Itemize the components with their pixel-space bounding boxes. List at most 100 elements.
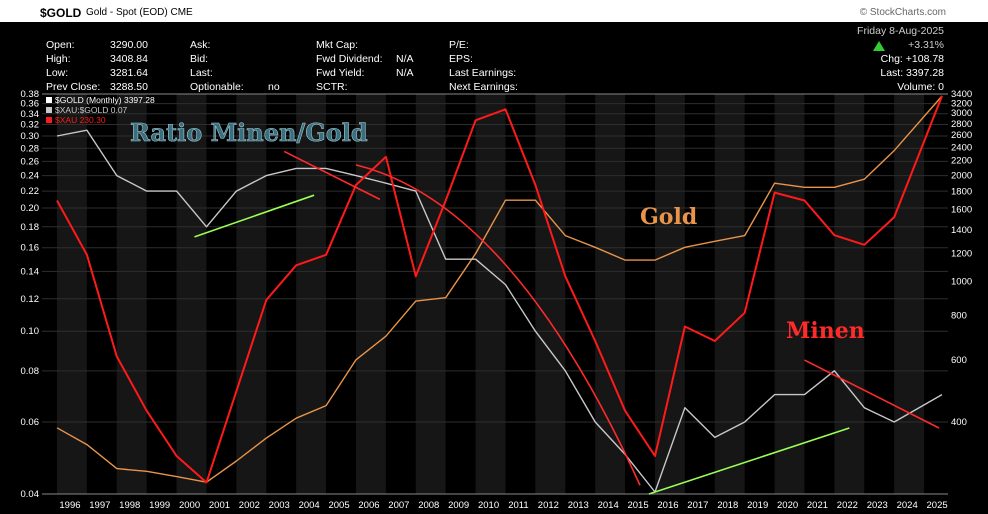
fwd-dividend-label: Fwd Dividend: — [316, 53, 383, 65]
optionable-label: Optionable: — [190, 81, 244, 93]
right-tick-label: 3400 — [951, 89, 972, 100]
legend-gold: $GOLD (Monthly) 3397.28 — [55, 95, 155, 105]
x-tick-label: 2023 — [867, 500, 888, 511]
x-tick-label: 2005 — [328, 500, 349, 511]
eps-label: EPS: — [449, 53, 473, 65]
right-tick-label: 800 — [951, 311, 967, 322]
x-tick-label: 2024 — [897, 500, 918, 511]
right-axis: 400 600 800 1000 1200 1400 1600 1800 2000 2200 240… — [951, 89, 972, 428]
left-tick-label: 0.34 — [21, 109, 40, 120]
low-label: Low: — [46, 67, 68, 79]
mkt-cap-label: Mkt Cap: — [316, 39, 358, 51]
low-value: 3281.64 — [110, 67, 148, 79]
left-tick-label: 0.32 — [21, 120, 40, 131]
x-tick-label: 1996 — [59, 500, 80, 511]
x-tick-label: 1998 — [119, 500, 140, 511]
right-tick-label: 2600 — [951, 130, 972, 141]
x-tick-label: 2016 — [657, 500, 678, 511]
left-tick-label: 0.36 — [21, 99, 40, 110]
year-stripe — [654, 94, 685, 494]
left-tick-label: 0.06 — [21, 417, 40, 428]
trendline-red — [283, 150, 381, 201]
right-tick-label: 1000 — [951, 277, 972, 288]
series-lines — [56, 95, 943, 493]
year-stripe — [774, 94, 805, 494]
x-tick-label: 2019 — [747, 500, 768, 511]
year-stripes — [56, 94, 925, 494]
year-stripe — [56, 94, 87, 494]
trendline-green — [648, 427, 850, 495]
open-label: Open: — [46, 39, 75, 51]
year-stripe — [714, 94, 745, 494]
symbol-title: $GOLD — [40, 6, 82, 20]
x-tick-label: 2004 — [299, 500, 320, 511]
optionable-value: no — [268, 81, 280, 93]
symbol-description: Gold - Spot (EOD) CME — [86, 7, 193, 18]
right-tick-label: 600 — [951, 355, 967, 366]
fwd-dividend-value: N/A — [396, 53, 414, 65]
right-tick-label: 1600 — [951, 205, 972, 216]
left-tick-label: 0.18 — [21, 222, 40, 233]
year-stripe — [595, 94, 626, 494]
price-chart[interactable]: Open: 3290.00 High: 3408.84 Low: 3281.64… — [0, 22, 988, 514]
quote-date: Friday 8-Aug-2025 — [857, 25, 944, 37]
last-price: Last: 3397.28 — [880, 67, 944, 79]
left-tick-label: 0.08 — [21, 366, 40, 377]
x-tick-label: 2009 — [448, 500, 469, 511]
x-tick-label: 2020 — [777, 500, 798, 511]
x-tick-label: 2014 — [598, 500, 619, 511]
high-value: 3408.84 — [110, 53, 148, 65]
volume-value: Volume: 0 — [897, 81, 944, 93]
left-tick-label: 0.28 — [21, 143, 40, 154]
annotation-ratio: Ratio Minen/Gold — [130, 118, 368, 147]
percent-change: +3.31% — [908, 39, 944, 51]
left-tick-label: 0.30 — [21, 131, 40, 142]
prev-close-label: Prev Close: — [46, 81, 100, 93]
chart-header: $GOLD Gold - Spot (EOD) CME © StockChart… — [0, 0, 988, 22]
legend: $GOLD (Monthly) 3397.28 $XAU:$GOLD 0.07 … — [46, 95, 155, 125]
prev-close-value: 3288.50 — [110, 81, 148, 93]
x-tick-label: 2002 — [239, 500, 260, 511]
year-stripe — [535, 94, 566, 494]
last-label: Last: — [190, 67, 213, 79]
year-stripe — [296, 94, 327, 494]
left-tick-label: 0.04 — [21, 489, 40, 500]
x-tick-label: 2022 — [837, 500, 858, 511]
x-tick-label: 1999 — [149, 500, 170, 511]
sctr-label: SCTR: — [316, 81, 348, 93]
x-tick-label: 2017 — [687, 500, 708, 511]
right-tick-label: 1400 — [951, 225, 972, 236]
series-gold-line — [56, 95, 943, 483]
left-tick-label: 0.26 — [21, 156, 40, 167]
fwd-yield-value: N/A — [396, 67, 414, 79]
right-tick-label: 2200 — [951, 156, 972, 167]
x-tick-label: 2001 — [209, 500, 230, 511]
left-tick-label: 0.20 — [21, 203, 40, 214]
right-tick-label: 1800 — [951, 186, 972, 197]
right-tick-label: 3200 — [951, 98, 972, 109]
x-tick-label: 2010 — [478, 500, 499, 511]
legend-swatch-gold — [46, 97, 52, 103]
left-tick-label: 0.10 — [21, 326, 40, 337]
annotation-gold: Gold — [640, 204, 697, 230]
legend-swatch-xau — [46, 117, 52, 123]
x-tick-label: 2015 — [627, 500, 648, 511]
stats-panel: Open: 3290.00 High: 3408.84 Low: 3281.64… — [46, 25, 944, 93]
x-tick-label: 2021 — [807, 500, 828, 511]
year-stripe — [176, 94, 207, 494]
source-credit: © StockCharts.com — [859, 7, 946, 18]
trendline-curve — [355, 164, 641, 486]
year-stripe — [236, 94, 267, 494]
year-stripe — [355, 94, 386, 494]
year-stripe — [116, 94, 147, 494]
year-stripe — [834, 94, 865, 494]
bid-label: Bid: — [190, 53, 208, 65]
x-tick-label: 2013 — [568, 500, 589, 511]
right-tick-label: 2400 — [951, 142, 972, 153]
x-tick-label: 2007 — [388, 500, 409, 511]
left-tick-label: 0.24 — [21, 171, 40, 182]
legend-swatch-ratio — [46, 107, 52, 113]
right-tick-label: 2000 — [951, 170, 972, 181]
ask-label: Ask: — [190, 39, 210, 51]
series-xau-line — [56, 95, 943, 484]
